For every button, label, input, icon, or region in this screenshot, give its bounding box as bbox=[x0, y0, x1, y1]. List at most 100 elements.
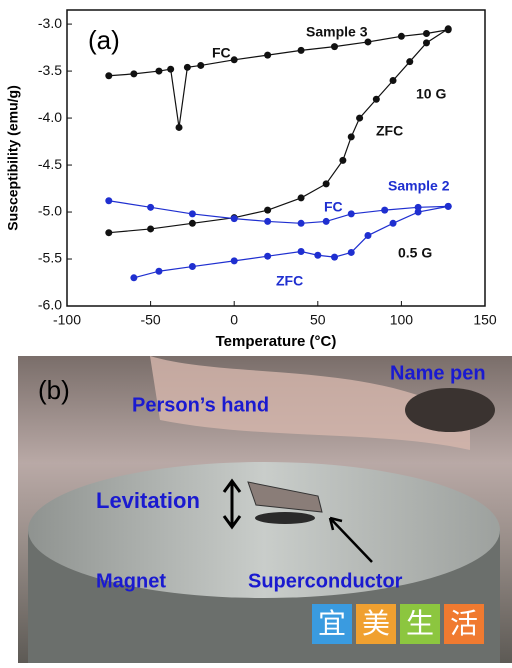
annotation: 0.5 G bbox=[398, 245, 432, 261]
data-point bbox=[381, 206, 389, 214]
x-tick-label: 50 bbox=[310, 312, 326, 328]
watermark-char: 生 bbox=[406, 607, 434, 640]
data-point bbox=[264, 51, 272, 59]
data-point bbox=[444, 25, 452, 33]
data-point bbox=[188, 219, 196, 227]
data-point bbox=[356, 114, 364, 122]
data-point bbox=[364, 38, 372, 46]
series-line bbox=[133, 205, 449, 279]
annotation: Sample 2 bbox=[388, 178, 450, 194]
x-tick-label: 100 bbox=[390, 312, 414, 328]
data-point bbox=[331, 253, 339, 261]
x-tick-label: -50 bbox=[140, 312, 160, 328]
y-tick-label: -5.5 bbox=[38, 250, 62, 266]
levitation-arrow bbox=[222, 478, 242, 530]
data-point bbox=[197, 61, 205, 69]
superconductor bbox=[247, 481, 323, 513]
x-tick-label: 150 bbox=[473, 312, 497, 328]
chart-panel: (a) Temperature (°C) Susceptibility (emu… bbox=[5, 9, 486, 350]
data-point bbox=[264, 252, 272, 260]
data-point bbox=[297, 194, 305, 202]
y-tick-label: -5.0 bbox=[38, 203, 62, 219]
hand bbox=[150, 356, 470, 450]
y-tick-label: -3.5 bbox=[38, 62, 62, 78]
annotation: Sample 3 bbox=[306, 24, 368, 40]
data-point bbox=[297, 247, 305, 255]
annotation: 10 G bbox=[416, 86, 446, 102]
data-point bbox=[105, 197, 113, 205]
data-point bbox=[322, 217, 330, 225]
data-point bbox=[406, 58, 414, 66]
series-label: FC bbox=[212, 45, 231, 61]
photo-label: Levitation bbox=[96, 488, 200, 513]
watermark-tile bbox=[400, 604, 440, 644]
watermark-char: 美 bbox=[362, 607, 390, 640]
data-point bbox=[444, 202, 452, 210]
x-tick-label: 0 bbox=[230, 312, 238, 328]
y-tick-label: -6.0 bbox=[38, 297, 62, 313]
photo-label: Name pen bbox=[390, 362, 486, 384]
watermark-tile bbox=[312, 604, 352, 644]
data-point bbox=[188, 210, 196, 218]
data-point bbox=[167, 65, 175, 73]
data-point bbox=[422, 39, 430, 47]
data-point bbox=[130, 274, 138, 282]
data-point bbox=[264, 217, 272, 225]
data-point bbox=[155, 267, 163, 275]
panel-label: (a) bbox=[88, 25, 120, 55]
data-point bbox=[264, 206, 272, 214]
data-point bbox=[339, 156, 347, 164]
y-tick-label: -4.0 bbox=[38, 109, 62, 125]
watermark-char: 活 bbox=[450, 607, 478, 640]
data-point bbox=[372, 95, 380, 103]
data-point bbox=[297, 46, 305, 54]
data-point bbox=[230, 56, 238, 64]
data-point bbox=[389, 219, 397, 227]
pen bbox=[405, 388, 495, 432]
data-point bbox=[230, 257, 238, 265]
watermark-tile bbox=[356, 604, 396, 644]
data-point bbox=[331, 43, 339, 51]
photo-label: Person’s hand bbox=[132, 394, 269, 416]
data-point bbox=[105, 229, 113, 237]
watermark-tile bbox=[444, 604, 484, 644]
series-line bbox=[108, 200, 449, 224]
data-point bbox=[297, 219, 305, 227]
data-point bbox=[364, 232, 372, 240]
data-point bbox=[322, 180, 330, 188]
plot-frame bbox=[66, 9, 486, 307]
series-line bbox=[108, 29, 449, 128]
series-label: FC bbox=[324, 199, 343, 215]
pointer-arrow bbox=[328, 516, 373, 563]
data-point bbox=[188, 263, 196, 271]
data-point bbox=[397, 32, 405, 40]
data-point bbox=[422, 29, 430, 37]
data-point bbox=[147, 225, 155, 233]
data-point bbox=[389, 76, 397, 84]
x-axis-label: Temperature (°C) bbox=[216, 333, 337, 350]
data-point bbox=[105, 72, 113, 80]
data-point bbox=[183, 63, 191, 71]
data-point bbox=[175, 123, 183, 131]
data-point bbox=[414, 208, 422, 216]
data-point bbox=[347, 248, 355, 256]
panel-label: (b) bbox=[38, 375, 70, 405]
data-point bbox=[347, 133, 355, 141]
data-point bbox=[147, 203, 155, 211]
photo-label: Magnet bbox=[96, 570, 166, 592]
shadow bbox=[255, 512, 315, 524]
photo-label: Superconductor bbox=[248, 570, 403, 592]
series-label: ZFC bbox=[376, 123, 403, 139]
data-point bbox=[130, 70, 138, 78]
y-tick-label: -3.0 bbox=[38, 15, 62, 31]
series-label: ZFC bbox=[276, 273, 303, 289]
y-tick-label: -4.5 bbox=[38, 156, 62, 172]
data-point bbox=[314, 251, 322, 259]
x-tick-label: -100 bbox=[53, 312, 81, 328]
photo-panel: (b) Name pen Person’s hand Levitation Ma… bbox=[18, 356, 512, 663]
y-axis-label: Susceptibility (emu/g) bbox=[5, 85, 21, 230]
data-point bbox=[230, 215, 238, 223]
magnet-top bbox=[28, 462, 500, 598]
data-point bbox=[347, 210, 355, 218]
data-point bbox=[155, 67, 163, 75]
